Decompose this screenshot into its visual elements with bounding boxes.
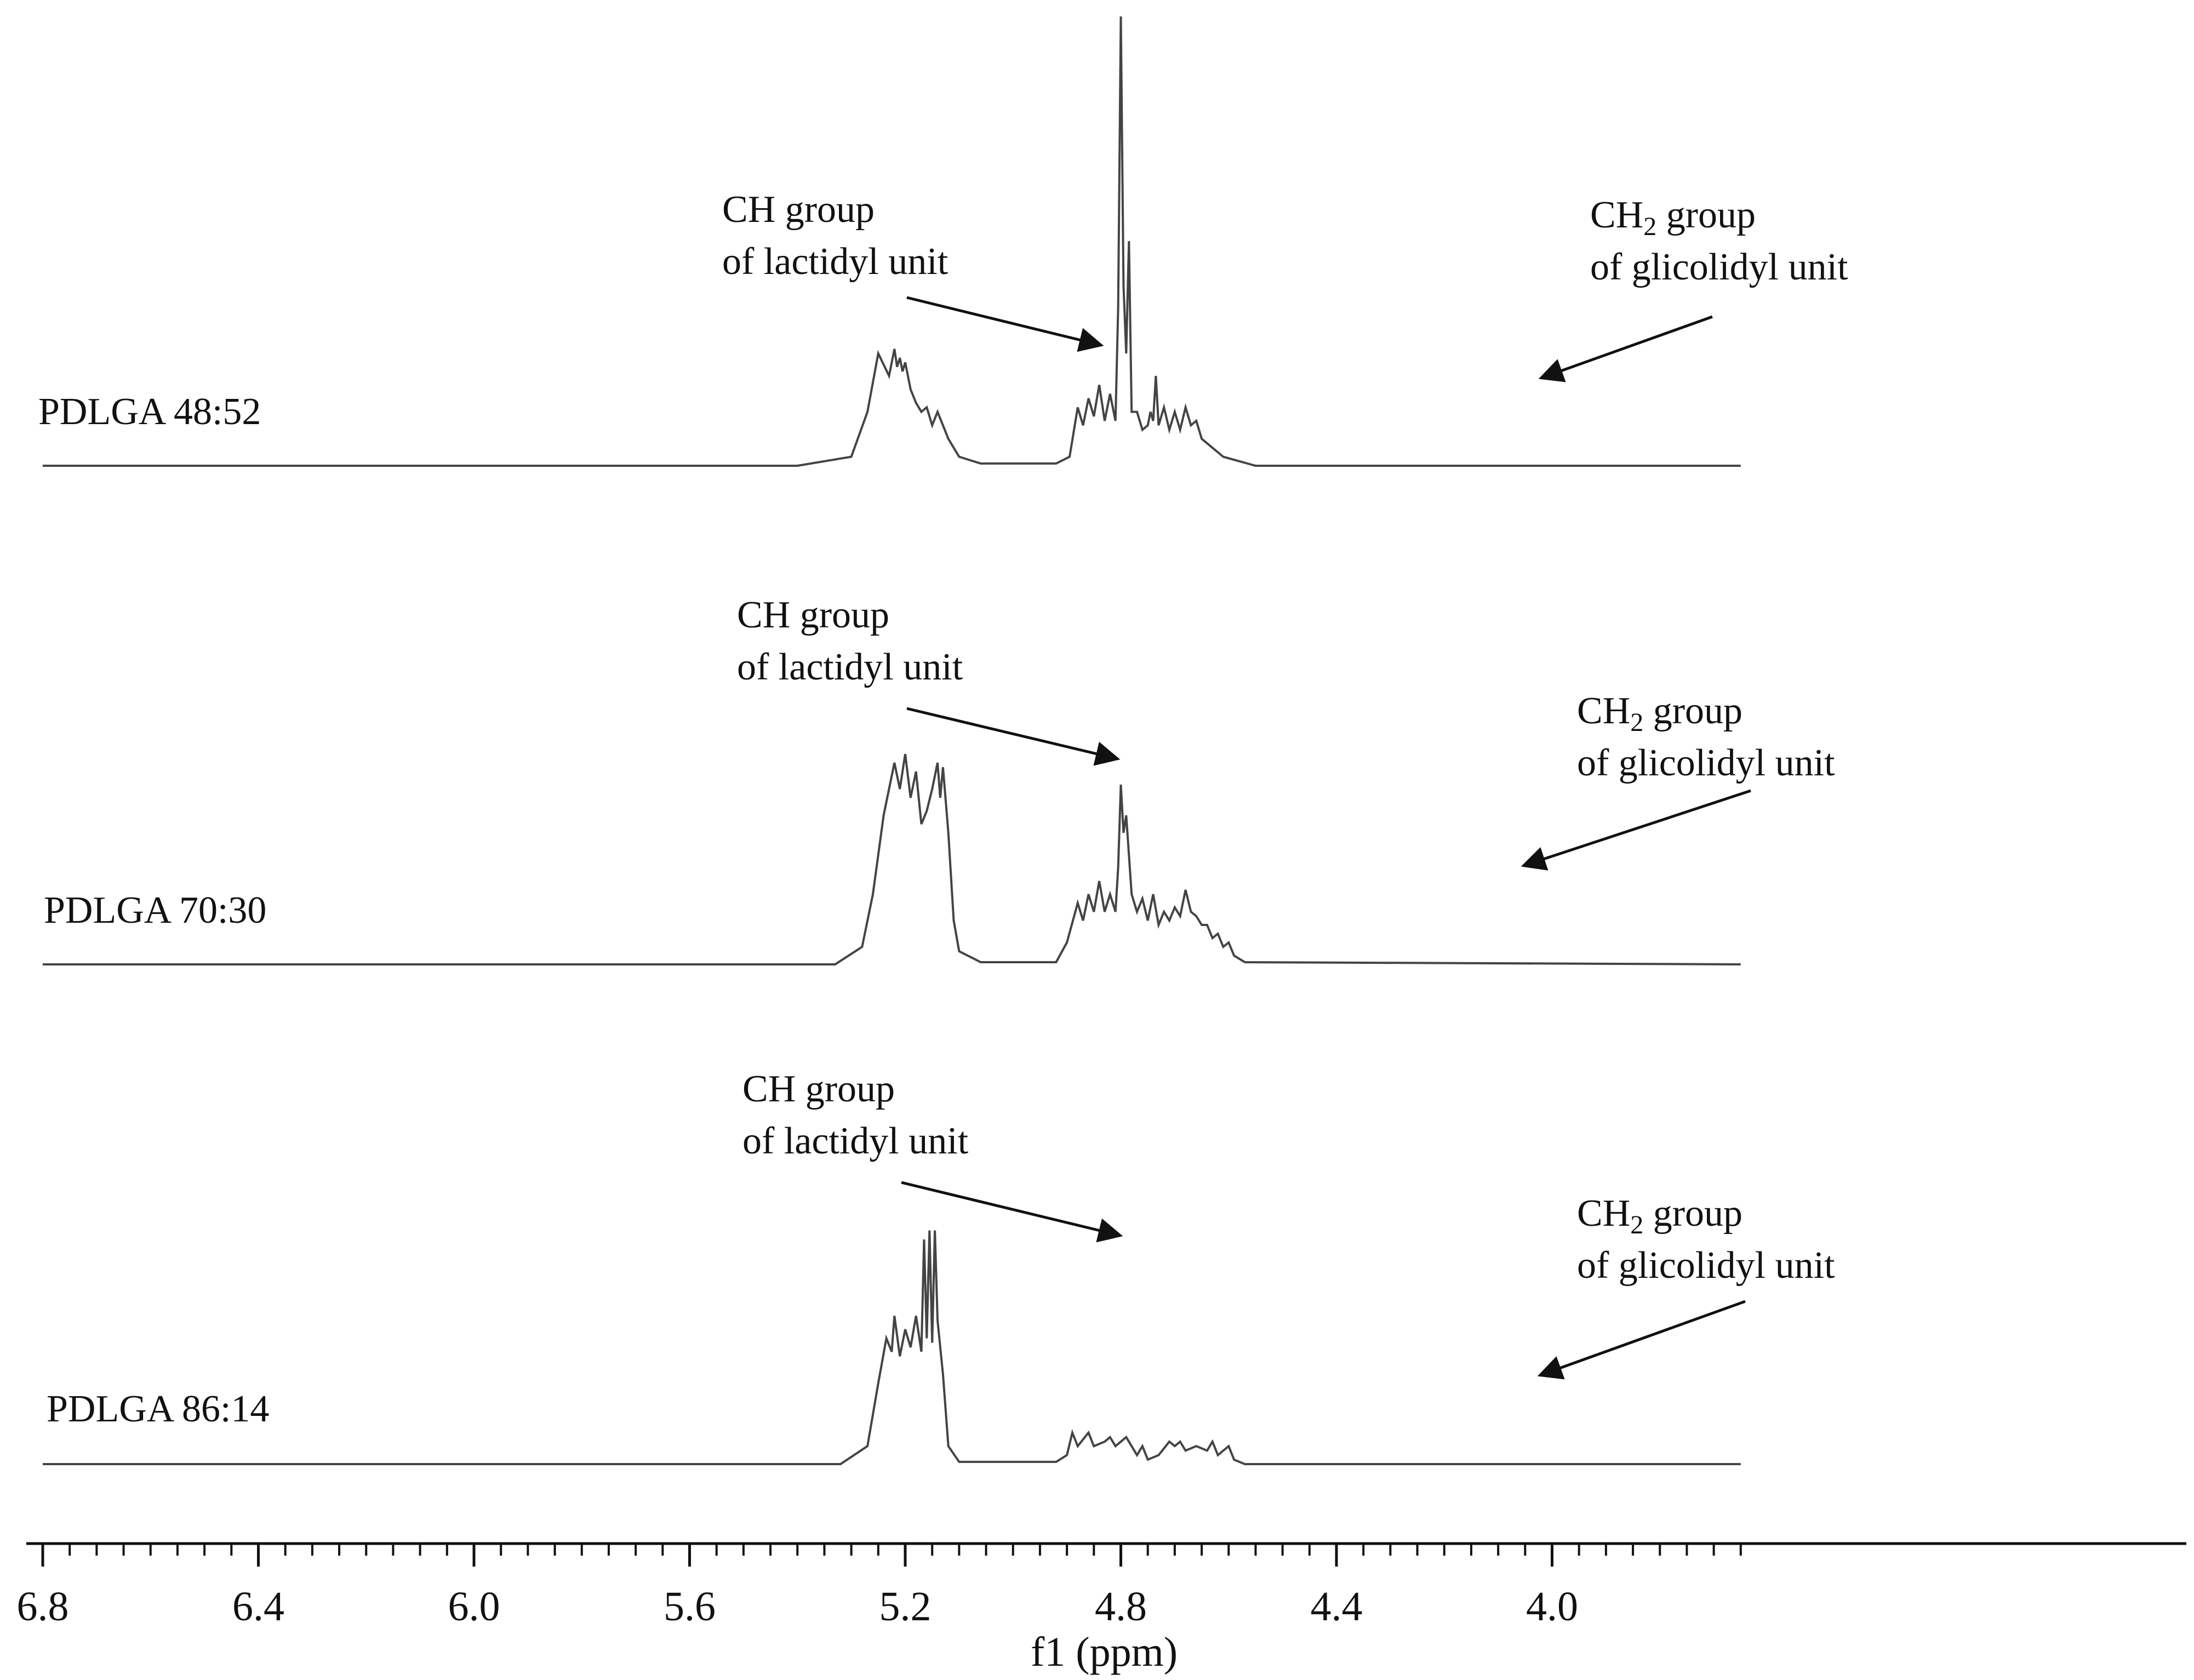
series-label-pdlga-86-14: PDLGA 86:14: [47, 1388, 269, 1430]
ch2-label-subscript: 2: [1630, 708, 1643, 737]
spectrum-trace-pdlga-86-14: [43, 1230, 1741, 1465]
ch-annotation-arrow: [906, 707, 1121, 766]
spectrum-trace-pdlga-70-30: [43, 753, 1741, 965]
spectrum-panel-3: PDLGA 86:14 CH group of lactidyl unit CH…: [43, 1068, 1835, 1465]
series-label-pdlga-48-52: PDLGA 48:52: [38, 391, 261, 433]
ch2-annotation-line2: of glicolidyl unit: [1577, 1244, 1835, 1287]
ch-annotation-line1: CH group: [742, 1068, 895, 1110]
ch-annotation-line2: of lactidyl unit: [722, 241, 949, 283]
ch-annotation-line1: CH group: [737, 594, 889, 636]
ch-annotation-arrow: [906, 296, 1104, 352]
x-tick-label: 6.0: [448, 1584, 500, 1630]
ch2-annotation-arrow: [1537, 1300, 1746, 1380]
x-tick-label: 6.8: [17, 1584, 69, 1630]
ch2-label-rest: group: [1656, 194, 1756, 236]
ch2-annotation-line2: of glicolidyl unit: [1577, 742, 1835, 784]
spectrum-trace-pdlga-48-52: [43, 16, 1741, 467]
ch-annotation-arrow: [901, 1181, 1123, 1243]
x-tick-label: 5.6: [664, 1584, 716, 1630]
ch2-label-main: CH: [1577, 1192, 1630, 1235]
series-label-pdlga-70-30: PDLGA 70:30: [44, 889, 266, 932]
ch2-label-rest: group: [1643, 1192, 1742, 1235]
ch-annotation-line2: of lactidyl unit: [737, 646, 963, 688]
spectrum-panel-1: PDLGA 48:52 CH group of lactidyl unit CH…: [38, 16, 1848, 467]
ch2-annotation-arrow: [1538, 315, 1713, 382]
ch2-label-main: CH: [1590, 194, 1643, 236]
ch2-annotation-line2: of glicolidyl unit: [1590, 246, 1848, 288]
spectrum-panel-2: PDLGA 70:30 CH group of lactidyl unit CH…: [43, 594, 1835, 965]
ch2-label-subscript: 2: [1630, 1210, 1643, 1239]
ch2-annotation-line1: CH2 group: [1590, 194, 1756, 241]
x-tick-label: 4.0: [1526, 1584, 1578, 1630]
x-tick-label: 5.2: [879, 1584, 932, 1630]
ch2-label-rest: group: [1643, 690, 1742, 732]
x-axis-ticks: 6.8 6.4 6.0 5.6 5.2 4.8 4.4 4.0: [17, 1544, 1742, 1630]
ch2-annotation-line1: CH2 group: [1577, 690, 1742, 737]
ch-annotation-line2: of lactidyl unit: [742, 1120, 969, 1162]
ch2-annotation-line1: CH2 group: [1577, 1192, 1742, 1239]
ch-annotation-line1: CH group: [722, 188, 875, 231]
ch2-label-main: CH: [1577, 690, 1630, 732]
x-axis: 6.8 6.4 6.0 5.6 5.2 4.8 4.4 4.0 f1 (ppm): [17, 1542, 2186, 1675]
ch2-label-subscript: 2: [1643, 212, 1656, 241]
x-tick-label: 4.4: [1311, 1584, 1363, 1630]
ch2-annotation-arrow: [1521, 789, 1751, 871]
x-tick-label: 4.8: [1095, 1584, 1147, 1630]
x-tick-label: 6.4: [232, 1584, 284, 1630]
x-axis-label: f1 (ppm): [1031, 1629, 1178, 1675]
